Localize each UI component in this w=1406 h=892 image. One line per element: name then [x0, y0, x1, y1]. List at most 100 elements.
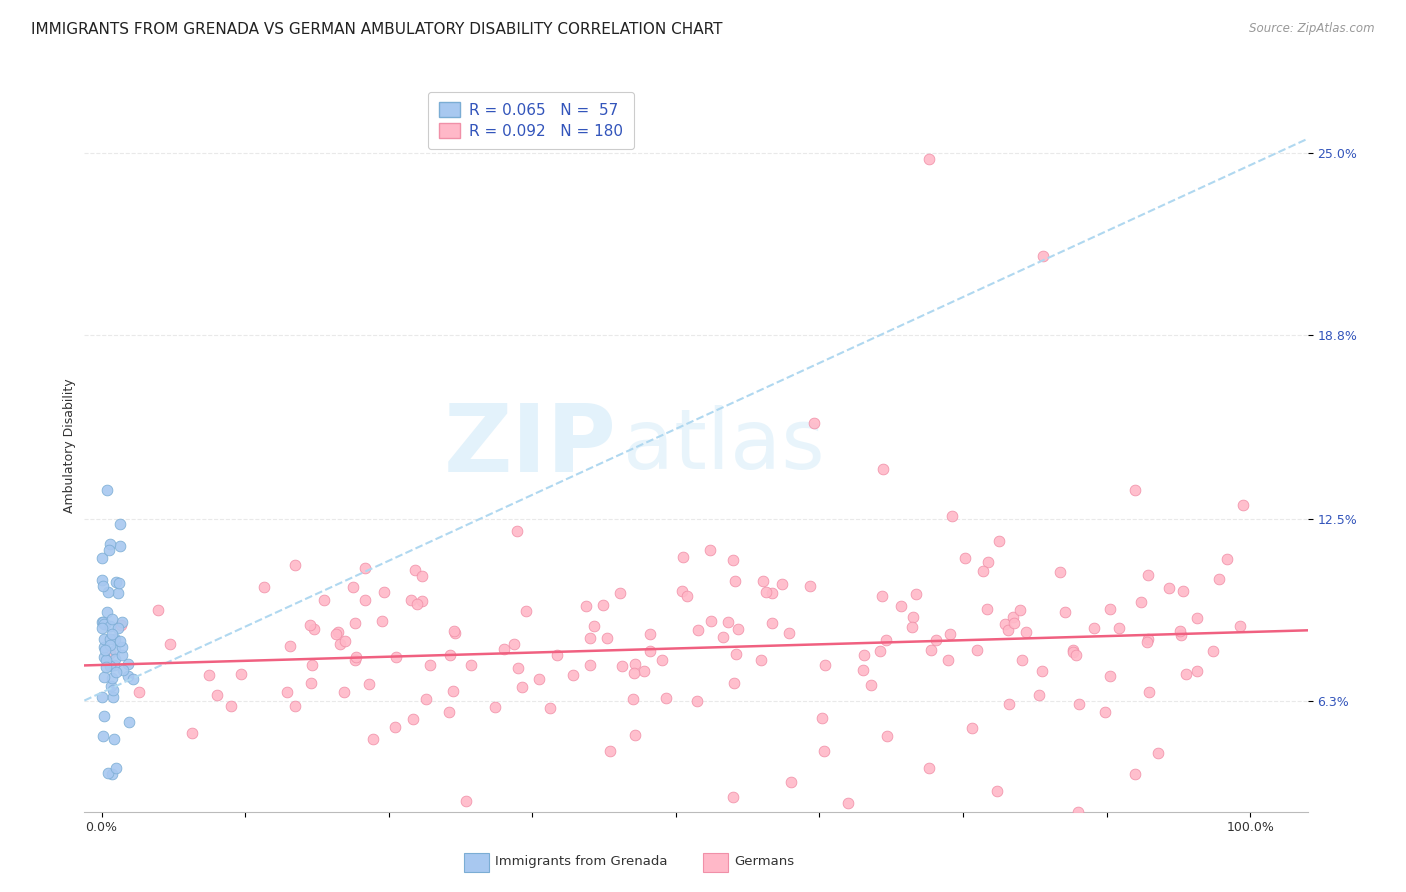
Point — [1062, 643, 1084, 657]
Point — [972, 565, 994, 579]
Point — [799, 579, 821, 593]
Point — [98, 537, 121, 551]
Point — [100, 632, 122, 646]
Point — [917, 153, 939, 167]
Point — [1147, 746, 1170, 760]
Point — [484, 700, 506, 714]
Text: Immigrants from Grenada: Immigrants from Grenada — [495, 855, 668, 868]
Point — [510, 680, 533, 694]
Point — [91, 550, 114, 565]
Point — [460, 658, 482, 673]
Point — [717, 615, 740, 630]
Point — [101, 612, 124, 626]
Point — [1108, 621, 1130, 635]
Point — [301, 658, 323, 673]
Point — [1229, 619, 1251, 633]
Point — [633, 664, 655, 678]
Point — [98, 659, 121, 673]
Point — [638, 627, 661, 641]
Point — [312, 592, 335, 607]
Point — [1123, 766, 1146, 780]
Point — [454, 794, 477, 808]
Point — [443, 624, 465, 638]
Point — [583, 619, 606, 633]
Point — [419, 658, 441, 673]
Point — [655, 690, 678, 705]
Point — [901, 620, 924, 634]
Point — [578, 657, 600, 672]
Point — [101, 690, 124, 704]
Point — [107, 575, 129, 590]
Point — [803, 416, 825, 430]
Point — [579, 631, 602, 645]
Point — [575, 599, 598, 613]
Point — [278, 639, 301, 653]
Text: Germans: Germans — [734, 855, 794, 868]
Point — [1067, 697, 1090, 711]
Point — [939, 626, 962, 640]
Point — [595, 631, 617, 645]
Point — [966, 642, 988, 657]
Point — [651, 653, 673, 667]
Point — [284, 698, 307, 713]
Point — [104, 632, 127, 647]
Point — [105, 575, 128, 590]
Point — [437, 706, 460, 720]
Point — [1216, 552, 1239, 566]
Point — [108, 539, 131, 553]
Point — [987, 534, 1010, 549]
Point — [107, 621, 129, 635]
Point — [276, 685, 298, 699]
Point — [905, 587, 928, 601]
Point — [111, 663, 134, 677]
Point — [385, 649, 408, 664]
Point — [373, 585, 395, 599]
Point — [1015, 625, 1038, 640]
Point — [1202, 644, 1225, 658]
Point — [1171, 584, 1194, 599]
Point — [94, 642, 117, 657]
Point — [853, 648, 876, 662]
Point — [100, 766, 122, 780]
Y-axis label: Ambulatory Disability: Ambulatory Disability — [63, 379, 76, 513]
Point — [751, 574, 773, 588]
Point — [93, 670, 115, 684]
Point — [253, 580, 276, 594]
Point — [108, 516, 131, 531]
Point — [688, 623, 710, 637]
Point — [108, 634, 131, 648]
Point — [860, 677, 883, 691]
Point — [91, 574, 114, 588]
Point — [686, 694, 709, 708]
Point — [901, 609, 924, 624]
Point — [354, 561, 377, 575]
Point — [672, 549, 695, 564]
Point — [342, 580, 364, 594]
Point — [93, 615, 115, 629]
Point — [941, 508, 963, 523]
Point — [1130, 595, 1153, 609]
Point — [94, 616, 117, 631]
Point — [872, 462, 894, 476]
Point — [976, 602, 998, 616]
Point — [623, 657, 645, 672]
Point — [117, 669, 139, 683]
Point — [515, 604, 537, 618]
Point — [492, 642, 515, 657]
Point — [325, 627, 347, 641]
Point — [723, 676, 745, 690]
Point — [592, 598, 614, 612]
Point — [101, 626, 124, 640]
Point — [837, 796, 859, 810]
Point — [98, 638, 121, 652]
Point — [370, 614, 392, 628]
Point — [1004, 615, 1026, 630]
Point — [93, 709, 115, 723]
Point — [1123, 483, 1146, 497]
Point — [96, 605, 118, 619]
Point — [100, 680, 122, 694]
Point — [91, 729, 114, 743]
Point — [97, 765, 120, 780]
Text: ZIP: ZIP — [443, 400, 616, 492]
Text: IMMIGRANTS FROM GRENADA VS GERMAN AMBULATORY DISABILITY CORRELATION CHART: IMMIGRANTS FROM GRENADA VS GERMAN AMBULA… — [31, 22, 723, 37]
